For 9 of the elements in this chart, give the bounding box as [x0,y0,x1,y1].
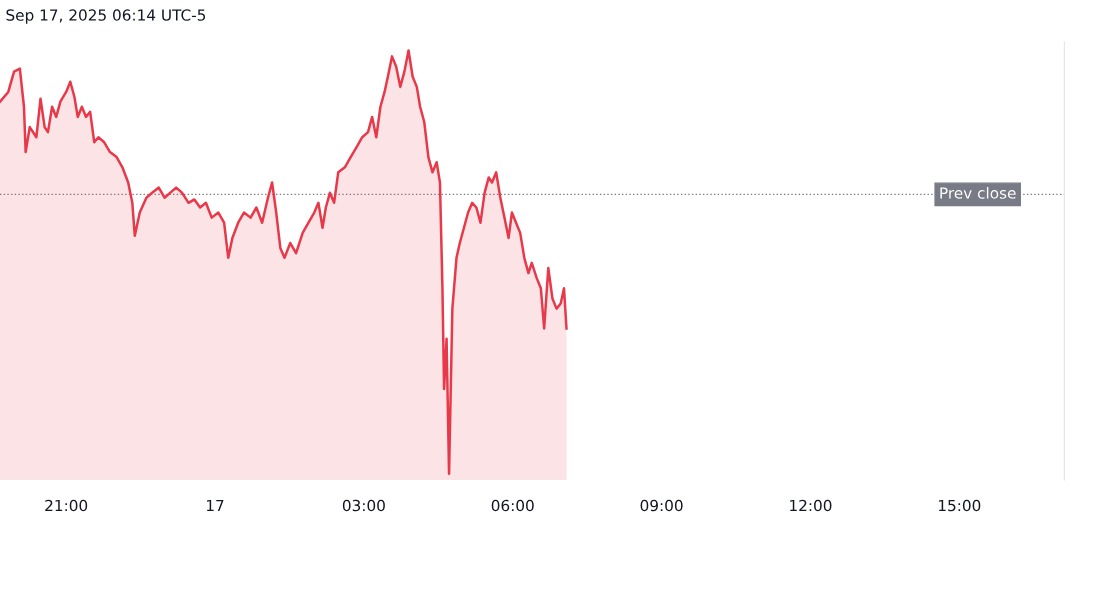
x-tick-label: 09:00 [640,499,683,512]
x-tick-label: 12:00 [790,499,832,512]
x-tick-label: 17 [206,499,224,512]
ref-line-label: Prev close [940,186,1016,199]
x-tick-label: 03:00 [342,499,385,512]
x-tick-label: 15:00 [938,499,981,512]
x-tick-label: 06:00 [491,499,534,512]
text: Sep 17, 2025 06:14 UTC-5 [6,9,206,24]
x-tick-label: 21:00 [45,499,88,512]
